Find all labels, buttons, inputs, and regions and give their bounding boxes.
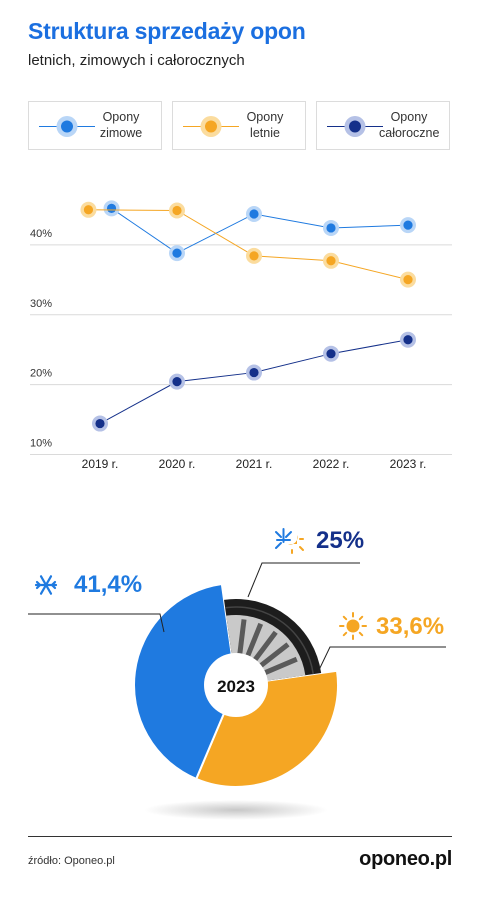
pie-center-label: 2023	[217, 677, 255, 696]
footer-divider	[28, 836, 452, 837]
x-tick-label: 2023 r.	[390, 457, 427, 471]
data-point	[172, 248, 182, 258]
brand-logo: oponeo.pl	[359, 848, 452, 870]
data-point	[83, 205, 94, 215]
y-tick-label: 10%	[30, 438, 52, 450]
pie-center-disc	[204, 653, 268, 717]
x-tick-label: 2019 r.	[82, 457, 119, 471]
legend-label: Opony letnie	[246, 110, 284, 140]
y-tick-label: 40%	[30, 228, 52, 240]
callout-line-allseason	[247, 562, 360, 598]
pie-label-winter: 41,4%	[74, 571, 143, 598]
tyre-tread	[225, 606, 314, 675]
data-point	[403, 220, 413, 230]
pie-chart: 2023	[28, 528, 446, 820]
legend-label: Opony całoroczne	[379, 110, 440, 140]
data-point	[106, 203, 117, 213]
sun-icon	[339, 612, 367, 640]
data-point	[326, 256, 336, 266]
data-point	[249, 209, 259, 219]
pie-slice	[133, 582, 238, 781]
x-tick-label: 2021 r.	[236, 457, 273, 471]
data-point	[326, 223, 336, 233]
data-point	[172, 377, 182, 387]
legend-item-allseason: Opony całoroczne	[316, 101, 450, 150]
callout-line-winter	[28, 613, 165, 633]
pie-label-allseason: 25%	[316, 527, 365, 554]
page-title: Struktura sprzedaży opon	[28, 18, 306, 44]
data-point	[326, 349, 336, 359]
legend-marker-allseason	[327, 116, 383, 137]
source-note: źródło: Oponeo.pl	[28, 855, 115, 867]
series-line	[99, 339, 409, 425]
y-tick-label: 20%	[30, 368, 52, 380]
x-tick-label: 2020 r.	[159, 457, 196, 471]
data-point	[403, 335, 413, 345]
data-point	[249, 251, 259, 261]
legend-marker-winter	[39, 116, 95, 137]
data-point	[172, 205, 182, 216]
line-chart: 40% 30% 20% 10% 2019 r. 2020 r. 2021 r. 2022 r.…	[30, 200, 452, 471]
page-subtitle: letnich, zimowych i całorocznych	[28, 52, 245, 69]
legend-label: Opony zimowe	[99, 110, 143, 140]
legend-marker-summer	[183, 116, 239, 137]
pie-label-summer: 33,6%	[376, 613, 445, 640]
snowflake-icon	[34, 575, 58, 595]
y-tick-label: 30%	[30, 298, 52, 310]
legend-item-winter: Opony zimowe	[28, 101, 162, 150]
data-point	[403, 275, 413, 285]
snow-sun-icon	[275, 528, 304, 554]
data-point	[249, 367, 259, 378]
x-tick-label: 2022 r.	[313, 457, 350, 471]
legend-item-summer: Opony letnie	[172, 101, 306, 150]
callout-line-summer	[317, 646, 446, 673]
pie-shadow	[144, 800, 328, 820]
data-point	[95, 418, 105, 429]
